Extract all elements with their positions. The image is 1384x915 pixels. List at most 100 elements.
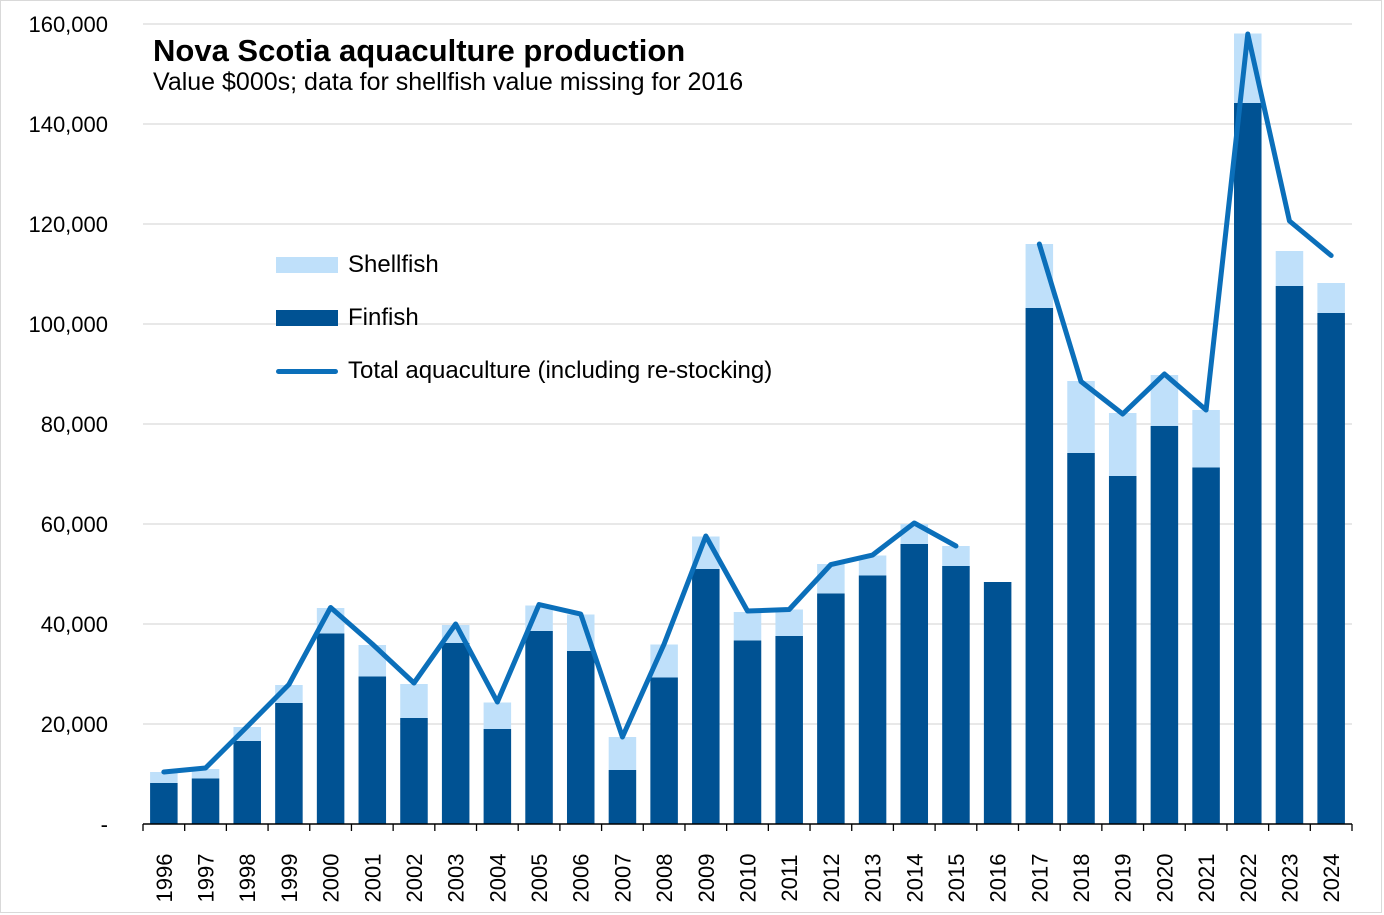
- bar-finfish: [733, 640, 762, 824]
- x-tick-label: 2017: [1027, 854, 1052, 903]
- bar-shellfish: [775, 609, 803, 636]
- x-tick-label: 2024: [1319, 854, 1344, 903]
- chart-subtitle: Value $000s; data for shellfish value mi…: [153, 68, 744, 96]
- bar-shellfish: [608, 737, 637, 770]
- y-tick-label: 80,000: [41, 412, 108, 437]
- x-tick-label: 1997: [194, 854, 219, 903]
- bar-shellfish: [191, 769, 220, 779]
- legend-total: Total aquaculture (including re-stocking…: [276, 356, 772, 386]
- bar-finfish: [316, 633, 345, 824]
- x-tick-label: 2004: [485, 854, 510, 903]
- x-tick-label: 2013: [861, 854, 886, 903]
- y-tick-label: 160,000: [28, 12, 108, 37]
- bar-finfish: [817, 593, 845, 824]
- x-tick-label: 2020: [1152, 854, 1177, 903]
- x-tick-label: 1998: [235, 854, 260, 903]
- bar-finfish: [942, 566, 970, 824]
- bar-shellfish: [150, 772, 178, 783]
- bar-finfish: [983, 582, 1012, 824]
- legend-label-shellfish: Shellfish: [348, 251, 439, 278]
- y-tick-label: 100,000: [28, 312, 108, 337]
- bar-finfish: [233, 741, 261, 824]
- bar-finfish: [150, 783, 178, 824]
- chart-title: Nova Scotia aquaculture production: [153, 33, 686, 68]
- x-tick-label: 2023: [1277, 854, 1302, 903]
- bar-finfish: [1067, 453, 1095, 824]
- x-tick-label: 2022: [1236, 854, 1261, 903]
- bar-shellfish: [1067, 381, 1095, 453]
- bar-shellfish: [1317, 283, 1345, 313]
- total-line-segment: [1036, 31, 1334, 417]
- bar-finfish: [650, 677, 678, 824]
- x-tick-label: 2002: [402, 854, 427, 903]
- bar-finfish: [775, 636, 803, 824]
- legend-label-finfish: Finfish: [348, 304, 419, 331]
- x-tick-label: 2007: [610, 854, 635, 903]
- bar-finfish: [692, 569, 720, 824]
- bar-finfish: [1025, 308, 1054, 824]
- total-line: [161, 31, 1334, 775]
- bar-finfish: [191, 778, 220, 824]
- x-tick-label: 2014: [902, 854, 927, 903]
- bar-finfish: [400, 718, 428, 824]
- y-tick-label: 40,000: [41, 612, 108, 637]
- x-tick-label: 2016: [986, 854, 1011, 903]
- y-tick-label: 20,000: [41, 712, 108, 737]
- gridlines: [143, 23, 1352, 725]
- bar-finfish: [441, 643, 470, 824]
- x-tick-label: 2018: [1069, 854, 1094, 903]
- bar-shellfish: [1108, 413, 1137, 476]
- bar-shellfish: [400, 684, 428, 718]
- bar-shellfish: [1275, 251, 1304, 286]
- x-tick-label: 2006: [569, 854, 594, 903]
- bar-shellfish: [1192, 410, 1220, 468]
- x-tick-label: 2001: [360, 854, 385, 903]
- x-tick-label: 2015: [944, 854, 969, 903]
- bar-finfish: [1108, 476, 1137, 824]
- bar-finfish: [900, 544, 929, 824]
- x-tick-label: 2010: [736, 854, 761, 903]
- x-tick-label: 1999: [277, 854, 302, 903]
- y-tick-label: 120,000: [28, 212, 108, 237]
- axes: - 20,000 40,000 60,000 80,000 100,000 120,000 1…: [28, 12, 1353, 903]
- legend-shellfish: Shellfish: [276, 250, 439, 280]
- bar-finfish: [1234, 103, 1262, 824]
- bar-finfish: [275, 703, 303, 824]
- bar-finfish: [1275, 286, 1304, 824]
- x-tick-label: 2009: [694, 854, 719, 903]
- bar-finfish: [608, 770, 637, 824]
- total-line-segment: [161, 520, 959, 775]
- x-tick-label: 1996: [152, 854, 177, 903]
- bar-shellfish: [942, 546, 970, 566]
- x-tick-label: 2012: [819, 854, 844, 903]
- legend-finfish: Finfish: [276, 303, 419, 333]
- y-tick-label: 140,000: [28, 112, 108, 137]
- bar-shellfish: [858, 555, 887, 576]
- x-tick-label: 2008: [652, 854, 677, 903]
- x-tick-label: 2019: [1111, 854, 1136, 903]
- bar-finfish: [1150, 426, 1179, 824]
- bar-shellfish: [733, 612, 762, 641]
- x-tick-label: 2021: [1194, 854, 1219, 903]
- y-tick-label: -: [101, 812, 108, 837]
- bar-finfish: [858, 575, 887, 824]
- bars: [150, 33, 1345, 824]
- bar-finfish: [1192, 467, 1220, 824]
- legend-swatch-shellfish: [276, 257, 338, 273]
- bar-finfish: [358, 676, 387, 824]
- legend-swatch-finfish: [276, 310, 338, 326]
- y-tick-label: 60,000: [41, 512, 108, 537]
- bar-shellfish: [483, 702, 512, 729]
- x-tick-label: 2003: [444, 854, 469, 903]
- x-tick-label: 2005: [527, 854, 552, 903]
- bar-finfish: [1317, 313, 1345, 824]
- bar-finfish: [525, 631, 553, 824]
- bar-shellfish: [817, 564, 845, 594]
- legend-label-total: Total aquaculture (including re-stocking…: [348, 357, 773, 384]
- bar-finfish: [566, 651, 595, 824]
- x-tick-label: 2011: [777, 854, 802, 901]
- x-tick-label: 2000: [319, 854, 344, 903]
- bar-finfish: [483, 729, 512, 824]
